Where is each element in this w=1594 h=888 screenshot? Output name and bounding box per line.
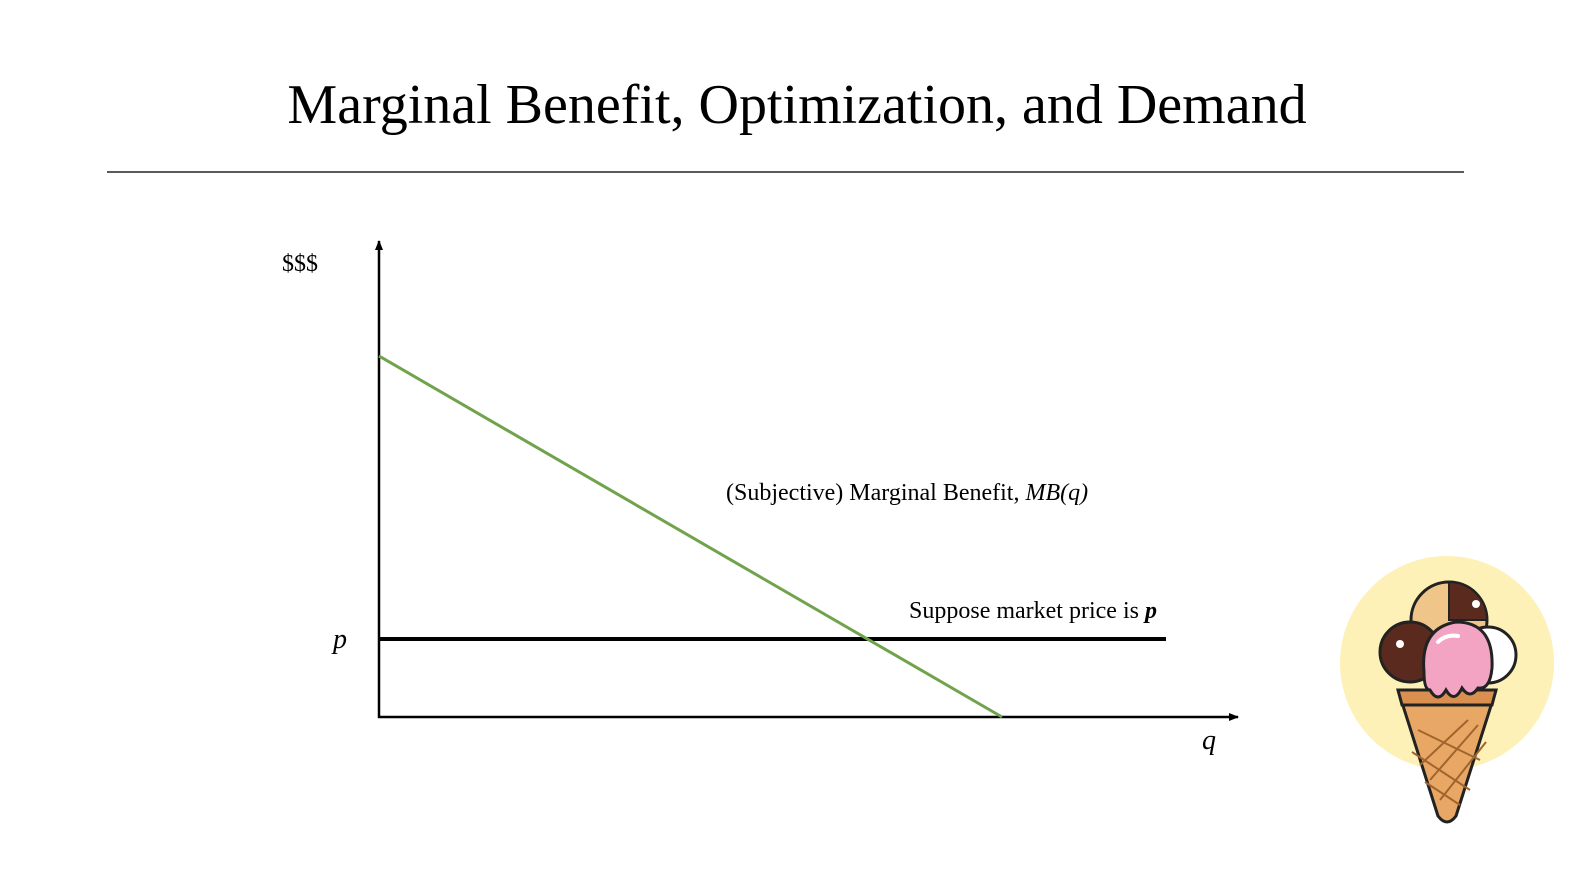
ice-cream-cone-icon [1340, 556, 1554, 824]
y-axis-label: $$$ [282, 251, 318, 277]
price-line-label: Suppose market price is p [909, 598, 1157, 624]
price-line-label-text: Suppose market price is [909, 598, 1145, 624]
marginal-benefit-curve [378, 354, 1003, 719]
mb-curve-label-text: (Subjective) Marginal Benefit, [726, 480, 1025, 506]
price-line-label-math: p [1143, 598, 1157, 624]
price-tick-label: p [331, 624, 347, 655]
title-divider [107, 171, 1464, 173]
x-axis-label: q [1202, 725, 1216, 756]
mb-curve-label-math: MB(q) [1024, 480, 1088, 506]
mb-curve-label: (Subjective) Marginal Benefit, MB(q) [726, 480, 1088, 506]
slide-title: Marginal Benefit, Optimization, and Dema… [287, 74, 1307, 136]
